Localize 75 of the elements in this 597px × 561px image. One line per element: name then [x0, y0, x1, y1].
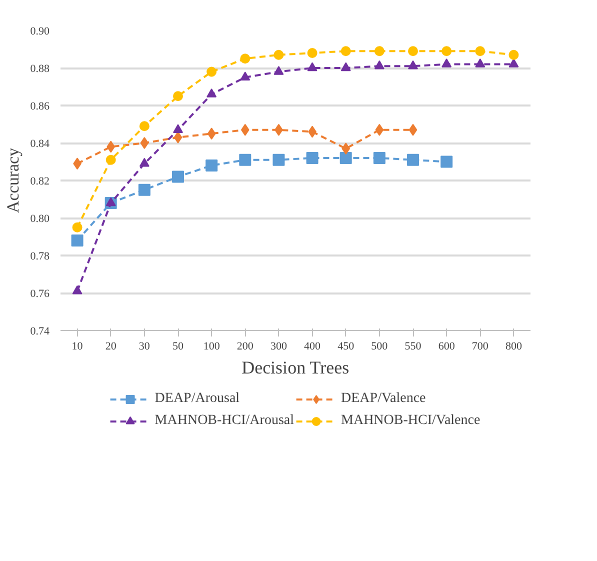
x-tick-label: 700	[472, 340, 489, 352]
y-tick-label: 0.84	[30, 138, 50, 150]
x-tick-label: 800	[505, 340, 522, 352]
x-tick-label: 600	[438, 340, 456, 352]
point	[106, 197, 116, 206]
point	[307, 62, 318, 72]
point	[408, 60, 418, 70]
point	[374, 46, 384, 56]
point	[106, 140, 116, 153]
x-tick-label: 50	[172, 340, 184, 352]
point	[206, 66, 217, 77]
legend-label: DEAP/Arousal	[154, 391, 241, 407]
y-tick-label: 0.78	[30, 250, 50, 262]
point	[307, 48, 318, 58]
x-tick-label: 300	[270, 340, 288, 352]
point	[206, 160, 218, 172]
y-tick-label: 0.90	[30, 26, 50, 38]
point	[206, 88, 217, 98]
point	[475, 46, 486, 56]
legend-label: MAHNOB-HCI/Arousal	[154, 413, 294, 429]
x-tick-label: 10	[72, 340, 84, 352]
x-tick-label: 500	[371, 340, 388, 352]
point	[475, 58, 486, 68]
x-tick-label: 450	[338, 340, 355, 352]
y-tick-label: 0.88	[30, 63, 50, 75]
x-tick-label: 100	[203, 340, 220, 352]
point	[373, 152, 386, 164]
point	[138, 184, 150, 196]
legend-label: DEAP/Valence	[341, 391, 427, 407]
point	[442, 46, 452, 56]
point	[173, 91, 183, 102]
point	[374, 60, 384, 70]
legend-label: MAHNOB-HCI/Valence	[341, 413, 480, 429]
point	[72, 285, 82, 294]
y-tick-label: 0.76	[30, 288, 50, 300]
point	[375, 124, 384, 136]
point	[240, 72, 250, 80]
x-tick-label: 400	[304, 340, 322, 352]
point	[172, 170, 184, 183]
x-tick-label: 20	[105, 340, 117, 352]
point	[240, 124, 250, 136]
point	[207, 128, 216, 140]
point	[340, 46, 351, 56]
point	[274, 66, 284, 75]
y-tick-label: 0.82	[30, 176, 50, 188]
point	[71, 234, 84, 246]
point	[239, 154, 252, 166]
point	[440, 156, 453, 168]
point	[173, 124, 183, 133]
point	[340, 62, 351, 72]
point	[72, 222, 82, 232]
point	[274, 50, 284, 60]
point	[140, 137, 149, 149]
x-tick-label: 200	[236, 340, 254, 352]
y-tick-label: 0.80	[30, 213, 50, 225]
y-axis-title: Accuracy	[3, 147, 22, 214]
point	[139, 158, 150, 167]
point	[342, 142, 350, 155]
point	[408, 46, 418, 56]
x-tick-label: 550	[404, 340, 422, 352]
point	[272, 154, 285, 166]
point	[508, 58, 519, 68]
point	[139, 121, 150, 132]
point	[508, 50, 519, 60]
x-tick-label: 30	[138, 340, 150, 352]
point	[340, 152, 352, 164]
y-tick-label: 0.74	[30, 326, 50, 338]
point	[240, 54, 250, 64]
point	[106, 154, 116, 165]
y-tick-label: 0.86	[30, 100, 50, 112]
point	[306, 152, 318, 164]
point	[408, 124, 418, 136]
x-axis-title: Decision Trees	[242, 358, 350, 378]
point	[442, 58, 452, 68]
point	[407, 154, 419, 166]
